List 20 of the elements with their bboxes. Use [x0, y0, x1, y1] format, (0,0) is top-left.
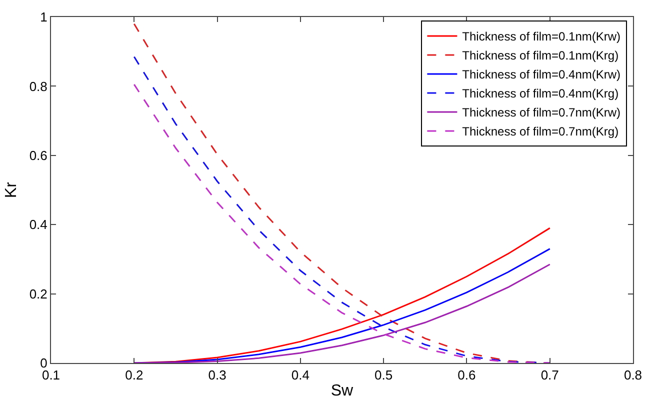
y-tick-label: 0.6 — [29, 148, 48, 163]
x-tick-label: 0.7 — [540, 368, 559, 383]
y-tick-label: 0.8 — [29, 78, 48, 94]
y-tick-label: 1 — [40, 10, 48, 25]
x-tick-label: 0.8 — [624, 368, 642, 383]
y-tick-label: 0.4 — [29, 217, 48, 232]
x-tick-label: 0.6 — [458, 368, 476, 383]
y-tick-label: 0.2 — [29, 286, 48, 302]
x-axis-title: Sw — [330, 382, 354, 400]
legend-label: Thickness of film=0.1nm(Krw) — [462, 30, 621, 44]
x-tick-label: 0.2 — [125, 368, 144, 383]
legend-label: Thickness of film=0.7nm(Krg) — [462, 124, 619, 139]
x-tick-label: 0.4 — [291, 368, 310, 383]
legend-label: Thickness of film=0.4nm(Krg) — [462, 86, 619, 101]
legend-label: Thickness of film=0.1nm(Krg) — [462, 48, 619, 63]
x-tick-label: 0.5 — [374, 368, 393, 383]
x-tick-label: 0.3 — [208, 368, 226, 383]
legend-label: Thickness of film=0.7nm(Krw) — [462, 106, 621, 120]
legend-label: Thickness of film=0.4nm(Krw) — [462, 68, 621, 82]
y-axis-title: Kr — [3, 181, 20, 198]
